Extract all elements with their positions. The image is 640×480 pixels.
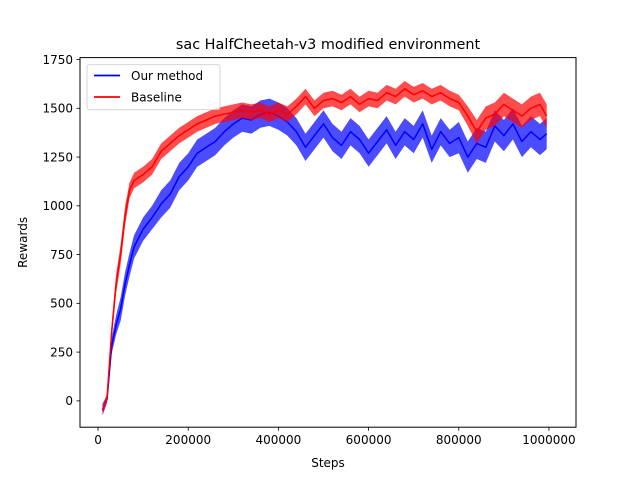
y-axis-ticks: 0 250 500 750 1000 1250 1500 1750 xyxy=(42,53,80,408)
x-tick-label: 0 xyxy=(94,433,102,447)
series-band-baseline xyxy=(102,81,547,415)
x-axis-ticks: 0 200000 400000 600000 800000 1000000 xyxy=(94,427,576,447)
y-tick-label: 500 xyxy=(50,297,73,311)
x-axis-label: Steps xyxy=(311,456,345,470)
y-tick-label: 250 xyxy=(50,345,73,359)
legend-box xyxy=(86,64,221,111)
y-tick-label: 1750 xyxy=(42,53,73,67)
x-tick-label: 800000 xyxy=(436,433,482,447)
plot-area xyxy=(101,81,548,416)
y-tick-label: 1500 xyxy=(42,102,73,116)
x-tick-label: 600000 xyxy=(346,433,392,447)
y-tick-label: 1000 xyxy=(42,199,73,213)
series-band-our-method xyxy=(102,98,547,416)
legend-label-baseline: Baseline xyxy=(131,91,182,105)
x-tick-label: 1000000 xyxy=(522,433,575,447)
legend-label-our-method: Our method xyxy=(131,69,203,83)
legend: Our method Baseline xyxy=(86,64,221,111)
y-axis-label: Rewards xyxy=(16,217,30,268)
chart-title: sac HalfCheetah-v3 modified environment xyxy=(176,37,481,53)
series-line-our-method xyxy=(101,111,548,410)
x-tick-label: 400000 xyxy=(255,433,301,447)
y-tick-label: 1250 xyxy=(42,150,73,164)
y-tick-label: 750 xyxy=(50,248,73,262)
series-line-baseline xyxy=(101,88,548,411)
axes-frame xyxy=(79,57,577,428)
x-tick-label: 200000 xyxy=(165,433,211,447)
y-tick-label: 0 xyxy=(65,394,73,408)
